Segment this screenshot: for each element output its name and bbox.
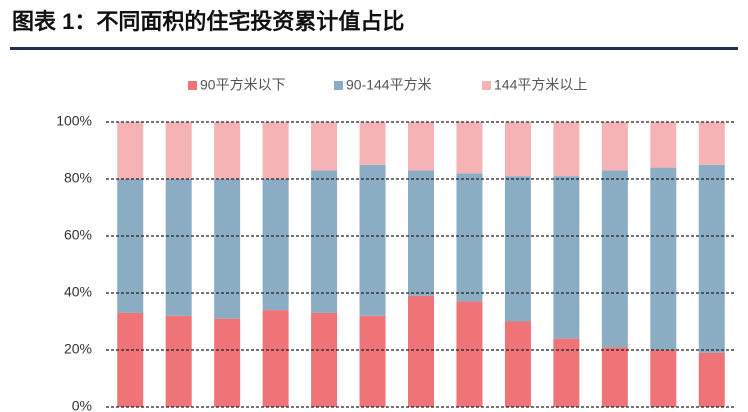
- bar-segment: [650, 167, 677, 350]
- title-rule: [10, 47, 738, 50]
- legend-swatch: [334, 81, 343, 90]
- bar-segment: [601, 170, 628, 348]
- bar-segment: [456, 173, 483, 302]
- bar-segment: [504, 176, 531, 322]
- bar-segment: [698, 352, 725, 407]
- y-tick-label: 0%: [72, 398, 92, 412]
- y-tick-label: 40%: [64, 284, 92, 300]
- bar-segment: [117, 312, 144, 407]
- bar-segment: [214, 179, 241, 319]
- bar-segment: [553, 122, 580, 177]
- bar-segment: [214, 122, 241, 179]
- bar-segment: [650, 350, 677, 407]
- legend-label: 90平方米以下: [200, 77, 286, 93]
- bar-segment: [456, 301, 483, 407]
- bar-segment: [311, 122, 338, 171]
- bar-segment: [262, 122, 289, 179]
- y-tick-label: 20%: [64, 341, 92, 357]
- bar-segment: [504, 321, 531, 407]
- bar-segment: [650, 122, 677, 168]
- bar-segment: [117, 122, 144, 179]
- bar-segment: [698, 122, 725, 165]
- bar-segment: [117, 179, 144, 313]
- legend-swatch: [482, 81, 491, 90]
- legend-swatch: [188, 81, 197, 90]
- bar-segment: [214, 318, 241, 407]
- bar-segment: [601, 122, 628, 171]
- legend-label: 90-144平方米: [346, 77, 432, 93]
- bar-segment: [408, 170, 434, 296]
- bar-segment: [262, 310, 289, 407]
- bar-segment: [359, 122, 386, 165]
- bar-segment: [359, 164, 386, 316]
- bar-segment: [553, 338, 580, 407]
- y-tick-label: 60%: [64, 227, 92, 243]
- legend-label: 144平方米以上: [494, 77, 587, 93]
- chart-title: 图表 1：不同面积的住宅投资累计值占比: [12, 9, 404, 34]
- bar-segment: [504, 122, 531, 177]
- bar-segment: [262, 179, 289, 311]
- bar-segment: [456, 122, 483, 174]
- bar-segment: [601, 347, 628, 407]
- bar-segment: [165, 315, 192, 407]
- bar-segment: [553, 176, 580, 339]
- bar-segment: [311, 170, 338, 313]
- bar-segment: [165, 179, 192, 316]
- bar-segment: [408, 295, 434, 407]
- bar-segment: [698, 164, 725, 353]
- bar-segment: [408, 122, 434, 171]
- y-tick-label: 80%: [64, 170, 92, 186]
- bar-segment: [165, 122, 192, 179]
- bar-segment: [311, 312, 338, 407]
- bar-segment: [359, 315, 386, 407]
- y-tick-label: 100%: [56, 113, 92, 129]
